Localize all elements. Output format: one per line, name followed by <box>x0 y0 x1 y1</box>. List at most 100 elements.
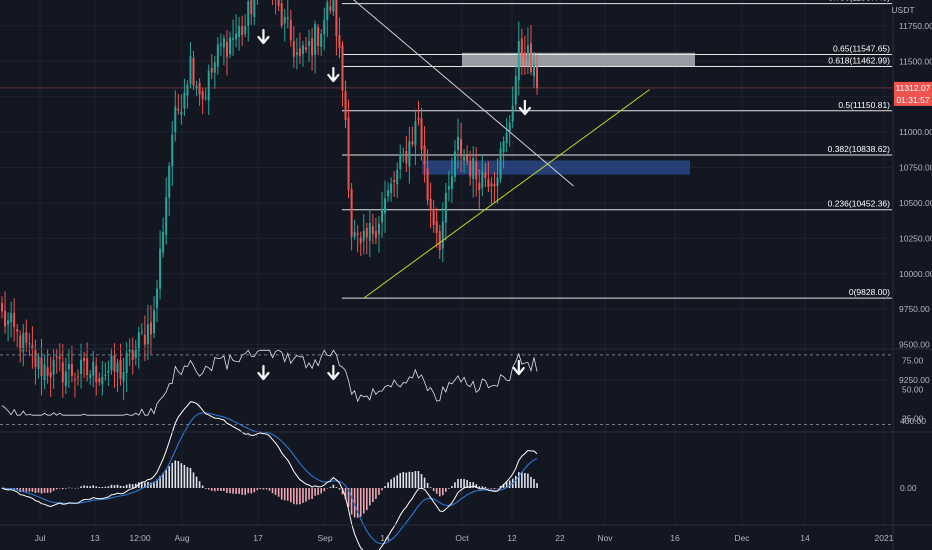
price-tick-label: 11000.00 <box>899 127 932 137</box>
macd-histogram-bar <box>290 488 292 503</box>
macd-axis[interactable]: 400.000.00-400.00 <box>900 416 929 550</box>
candle-body <box>447 186 450 190</box>
time-tick-label: 12 <box>507 533 517 543</box>
macd-histogram-bar <box>423 477 426 488</box>
macd-histogram-bar <box>192 472 195 488</box>
candle-body <box>28 343 31 345</box>
candle-body <box>514 76 517 105</box>
demand-zone[interactable] <box>422 160 690 175</box>
macd-histogram-bar <box>454 482 456 488</box>
macd-histogram-bar <box>305 488 307 502</box>
macd-histogram-bar <box>384 486 386 488</box>
candle-body <box>453 151 456 177</box>
macd-histogram-bar <box>226 488 228 494</box>
macd-histogram-bar <box>232 488 234 494</box>
candle-body <box>426 168 429 201</box>
macd-histogram-bar <box>134 483 137 488</box>
supply-zone[interactable] <box>462 52 695 67</box>
trendlines[interactable] <box>263 0 650 299</box>
macd-line <box>1 401 538 550</box>
candle-body <box>529 43 532 73</box>
price-tick-label: 10250.00 <box>899 233 932 243</box>
candle-body <box>499 148 502 179</box>
grid <box>0 0 892 525</box>
macd-histogram-bar <box>320 488 322 494</box>
candle-body <box>368 223 371 241</box>
macd-histogram-bar <box>28 488 31 492</box>
candle-body <box>119 360 122 379</box>
candle-body <box>381 209 383 223</box>
down-arrow-icon[interactable] <box>257 364 270 381</box>
candle-body <box>95 365 98 382</box>
candle-body <box>423 145 426 165</box>
candle-body <box>292 41 295 57</box>
candle-body <box>417 117 420 120</box>
candle-body <box>365 228 368 238</box>
price-tick-label: 9250.00 <box>899 375 930 385</box>
candle-body <box>377 223 380 235</box>
price-tick-label: 11500.00 <box>899 56 932 66</box>
ascending-trendline[interactable] <box>363 89 650 299</box>
descending-trendline[interactable] <box>263 0 574 187</box>
candle-body <box>25 332 28 343</box>
candle-body <box>101 377 104 385</box>
macd-histogram-bar <box>396 475 398 488</box>
candle-body <box>13 312 16 328</box>
down-arrow-icon[interactable] <box>518 99 531 116</box>
down-arrow-icon[interactable] <box>257 28 270 45</box>
candle-body <box>390 183 393 193</box>
candle-body <box>19 335 22 352</box>
time-tick-label: Jul <box>35 533 46 543</box>
macd-histogram-bar <box>323 488 326 492</box>
candle-body <box>80 359 83 374</box>
macd-histogram-bar <box>168 466 170 488</box>
macd-histogram-bar <box>58 488 61 489</box>
down-arrow-icon[interactable] <box>327 66 340 83</box>
candle-body <box>490 183 493 187</box>
macd-histogram-bar <box>286 488 289 501</box>
time-tick-label: 12:00 <box>129 533 151 543</box>
time-axis[interactable]: Jul 13 12:00 Aug 17 Sep 14 Oct 12 22 Nov 16 Dec 14 202… <box>35 533 894 543</box>
macd-histogram-bar <box>280 488 283 500</box>
arrow-head <box>518 106 531 116</box>
candle-body <box>435 221 438 233</box>
candle-body <box>34 349 37 367</box>
price-tag-value: 11312.07 <box>896 83 931 93</box>
macd-histogram-bar <box>362 488 365 514</box>
down-arrow-icon[interactable] <box>327 364 340 381</box>
macd-histogram-bar <box>131 484 134 488</box>
macd-histogram-bar <box>435 488 438 494</box>
rsi-axis[interactable]: 75.00 50.00 25.00 <box>902 356 924 424</box>
macd-histogram-bar <box>119 485 122 488</box>
price-tick-label: 9750.00 <box>899 304 930 314</box>
candle-body <box>125 353 128 373</box>
down-arrow-icon[interactable] <box>512 359 525 376</box>
macd-histogram-bar <box>527 473 529 488</box>
macd-histogram-bar <box>153 481 155 488</box>
candle-body <box>156 288 159 308</box>
macd-histogram-bar <box>256 488 259 491</box>
annotation-arrows[interactable] <box>257 28 531 381</box>
macd-histogram-bar <box>262 488 265 490</box>
macd-histogram-bar <box>107 486 110 488</box>
candle-body <box>350 189 353 237</box>
candle-body <box>70 363 73 377</box>
macd-histogram-bar <box>40 488 43 494</box>
candle-body <box>174 106 177 133</box>
arrow-head <box>327 371 340 381</box>
price-tick-label: 9500.00 <box>899 340 930 350</box>
macd-histogram-bar <box>171 462 174 488</box>
macd-histogram-bar <box>16 488 18 491</box>
macd-histogram-bar <box>274 488 277 495</box>
macd-histogram-bar <box>98 487 101 488</box>
candle-body <box>466 155 469 162</box>
macd-histogram-bar <box>52 488 55 491</box>
macd-histogram-bar <box>296 488 298 505</box>
price-unit-label: USDT <box>891 5 914 15</box>
macd-histogram-bar <box>533 479 535 488</box>
macd-histogram-bar <box>478 486 481 488</box>
macd-histogram-bar <box>198 481 201 488</box>
fibonacci-retracement[interactable]: 1(12473.62)0.786(11907.45)0.65(11547.65)… <box>342 0 892 299</box>
